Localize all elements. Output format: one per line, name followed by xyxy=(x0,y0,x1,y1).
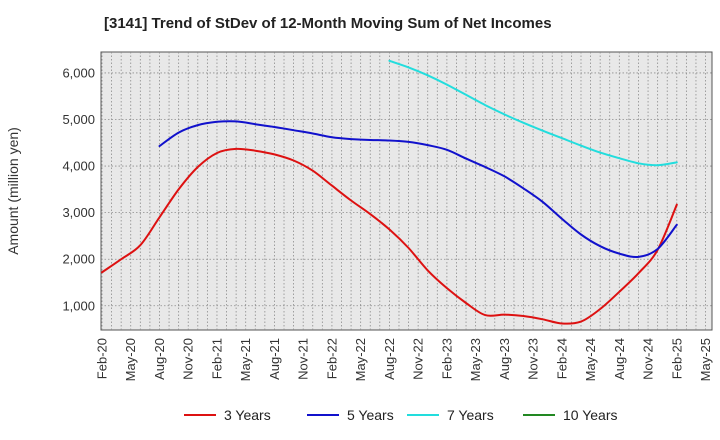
x-tick-label: May-24 xyxy=(583,338,598,381)
y-tick-label: 6,000 xyxy=(62,65,95,80)
x-tick-label: May-22 xyxy=(353,338,368,381)
x-tick-label: Aug-20 xyxy=(152,338,167,380)
legend-label-7-years: 7 Years xyxy=(447,407,494,423)
x-tick-label: May-20 xyxy=(123,338,138,381)
y-axis-title: Amount (million yen) xyxy=(5,127,21,255)
legend: 3 Years 5 Years 7 Years 10 Years xyxy=(184,407,618,423)
x-tick-label: Aug-22 xyxy=(382,338,397,380)
legend-label-10-years: 10 Years xyxy=(563,407,618,423)
x-tick-label: Nov-20 xyxy=(181,338,196,380)
x-tick-label: Nov-22 xyxy=(411,338,426,380)
x-tick-label: Feb-24 xyxy=(554,338,569,379)
x-tick-label: Aug-21 xyxy=(267,338,282,380)
x-tick-label: Nov-21 xyxy=(296,338,311,380)
x-tick-label: Feb-22 xyxy=(324,338,339,379)
x-tick-label: Aug-24 xyxy=(612,338,627,380)
legend-label-3-years: 3 Years xyxy=(224,407,271,423)
x-tick-labels: Feb-20 May-20 Aug-20 Nov-20 Feb-21 May-21 Aug-… xyxy=(95,338,714,381)
y-tick-label: 5,000 xyxy=(62,112,95,127)
y-tick-label: 3,000 xyxy=(62,205,95,220)
x-tick-label: Aug-23 xyxy=(497,338,512,380)
y-tick-label: 2,000 xyxy=(62,252,95,267)
x-tick-label: Feb-25 xyxy=(669,338,684,379)
plot-area xyxy=(100,51,713,331)
legend-label-5-years: 5 Years xyxy=(347,407,394,423)
x-tick-label: Feb-20 xyxy=(95,338,110,379)
series-line-7-years xyxy=(388,59,678,167)
series-layer xyxy=(101,59,678,325)
series-line-3-years xyxy=(101,147,678,325)
y-tick-labels: 1,000 2,000 3,000 4,000 5,000 6,000 xyxy=(62,65,95,313)
y-tick-label: 1,000 xyxy=(62,298,95,313)
x-tick-label: May-25 xyxy=(698,338,713,381)
x-tick-label: May-23 xyxy=(468,338,483,381)
y-tick-label: 4,000 xyxy=(62,159,95,174)
x-tick-label: Nov-23 xyxy=(526,338,541,380)
x-tick-label: Feb-21 xyxy=(209,338,224,379)
x-tick-label: Feb-23 xyxy=(439,338,454,379)
x-tick-label: Nov-24 xyxy=(641,338,656,380)
x-tick-label: May-21 xyxy=(238,338,253,381)
chart-title: [3141] Trend of StDev of 12-Month Moving… xyxy=(104,15,552,32)
series-line-5-years xyxy=(158,120,678,259)
